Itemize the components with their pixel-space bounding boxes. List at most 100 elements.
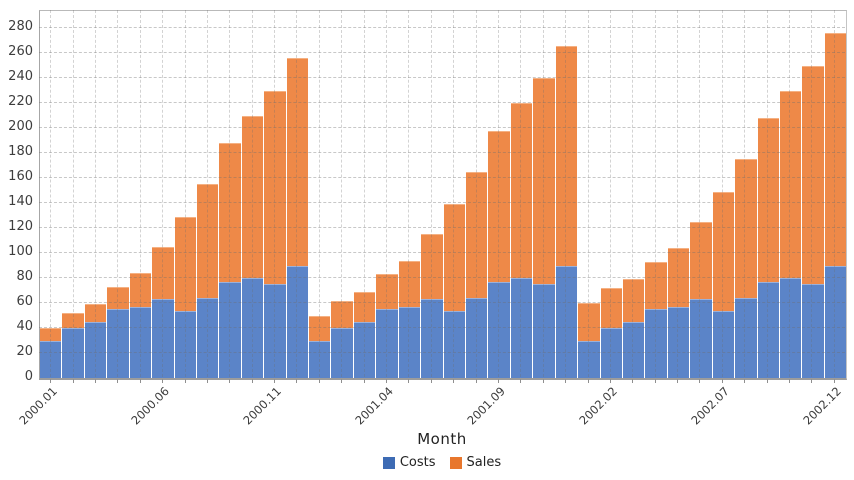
sales-bar-segment[interactable] [555, 45, 578, 266]
v-gridline [542, 10, 544, 377]
costs-bar-segment[interactable] [421, 299, 443, 378]
sales-bar-segment[interactable] [196, 184, 219, 298]
costs-bar-segment[interactable] [555, 265, 578, 378]
v-gridline [206, 10, 208, 377]
costs-bar-segment[interactable] [802, 284, 824, 378]
x-axis-tick [318, 379, 320, 383]
bar-column-2000.11 [263, 11, 286, 378]
sales-bar-segment[interactable] [488, 130, 510, 282]
sales-bar-segment[interactable] [40, 328, 62, 341]
sales-bar-segment[interactable] [533, 78, 555, 285]
sales-bar-segment[interactable] [443, 204, 466, 311]
sales-bar-segment[interactable] [152, 246, 174, 300]
sales-bar-segment[interactable] [600, 288, 622, 328]
sales-bar-segment[interactable] [107, 286, 129, 310]
sales-bar-segment[interactable] [62, 313, 84, 328]
sales-bar-segment[interactable] [376, 274, 398, 310]
costs-bar-segment[interactable] [645, 309, 667, 378]
costs-bar-segment[interactable] [129, 306, 152, 378]
sales-bar-segment[interactable] [510, 103, 533, 278]
legend-swatch-sales [449, 456, 462, 469]
sales-bar-segment[interactable] [578, 303, 600, 341]
legend-swatch-costs [382, 456, 395, 469]
x-axis-tick [789, 379, 791, 383]
sales-bar-segment[interactable] [331, 300, 353, 328]
costs-bar-segment[interactable] [62, 328, 84, 378]
sales-bar-segment[interactable] [421, 234, 443, 300]
costs-bar-segment[interactable] [824, 265, 847, 378]
sales-bar-segment[interactable] [309, 315, 331, 341]
costs-bar-segment[interactable] [466, 298, 488, 378]
v-gridline [386, 10, 388, 377]
sales-bar-segment[interactable] [779, 90, 802, 278]
bar-column-2000.05 [128, 11, 152, 378]
costs-bar-segment[interactable] [578, 340, 600, 378]
costs-bar-segment[interactable] [219, 281, 241, 378]
costs-bar-segment[interactable] [712, 310, 735, 378]
costs-bar-segment[interactable] [40, 340, 62, 378]
sales-bar-segment[interactable] [129, 273, 152, 307]
sales-bar-segment[interactable] [398, 260, 421, 307]
sales-bar-segment[interactable] [757, 118, 779, 282]
sales-bar-segment[interactable] [286, 58, 309, 266]
costs-bar-segment[interactable] [107, 309, 129, 378]
y-axis-label-200: 200 [8, 119, 33, 134]
costs-bar-segment[interactable] [241, 278, 264, 378]
costs-bar-segment[interactable] [152, 299, 174, 378]
costs-bar-segment[interactable] [533, 284, 555, 378]
bar-column-2002.09 [756, 11, 779, 378]
v-gridline [609, 10, 611, 377]
costs-bar-segment[interactable] [779, 278, 802, 378]
sales-bar-segment[interactable] [824, 33, 847, 266]
bar-column-2000.06 [151, 11, 174, 378]
x-axis-tick [408, 379, 410, 383]
costs-bar-segment[interactable] [510, 278, 533, 378]
x-axis-tick [72, 379, 74, 383]
costs-bar-segment[interactable] [398, 306, 421, 378]
costs-bar-segment[interactable] [331, 328, 353, 378]
sales-bar-segment[interactable] [667, 248, 690, 307]
costs-bar-segment[interactable] [443, 310, 466, 378]
costs-bar-segment[interactable] [622, 321, 645, 378]
v-gridline [520, 10, 522, 377]
costs-bar-segment[interactable] [757, 281, 779, 378]
costs-bar-segment[interactable] [600, 328, 622, 378]
costs-bar-segment[interactable] [488, 281, 510, 378]
legend-item-costs[interactable]: Costs [382, 455, 436, 470]
v-gridline [229, 10, 231, 377]
v-gridline [94, 10, 96, 377]
x-axis-tick [274, 379, 276, 383]
h-gridline-220 [39, 102, 845, 103]
sales-bar-segment[interactable] [264, 90, 286, 285]
sales-bar-segment[interactable] [174, 216, 196, 311]
sales-bar-segment[interactable] [622, 279, 645, 322]
v-gridline [453, 10, 455, 377]
costs-bar-segment[interactable] [667, 306, 690, 378]
costs-bar-segment[interactable] [690, 299, 712, 378]
costs-bar-segment[interactable] [309, 340, 331, 378]
legend-item-sales[interactable]: Sales [449, 455, 501, 470]
sales-bar-segment[interactable] [241, 115, 264, 278]
costs-bar-segment[interactable] [353, 321, 376, 378]
sales-bar-segment[interactable] [645, 261, 667, 310]
bar-column-2000.01 [40, 11, 62, 378]
costs-bar-segment[interactable] [264, 284, 286, 378]
bar-column-2001.03 [352, 11, 376, 378]
costs-bar-segment[interactable] [196, 298, 219, 378]
sales-bar-segment[interactable] [802, 65, 824, 285]
sales-bar-segment[interactable] [712, 191, 735, 311]
sales-bar-segment[interactable] [84, 304, 107, 322]
costs-bar-segment[interactable] [735, 298, 757, 378]
sales-bar-segment[interactable] [466, 171, 488, 298]
sales-bar-segment[interactable] [690, 221, 712, 300]
costs-bar-segment[interactable] [376, 309, 398, 378]
sales-bar-segment[interactable] [219, 143, 241, 282]
x-axis-tick [744, 379, 746, 383]
sales-bar-segment[interactable] [735, 159, 757, 298]
v-gridline [587, 10, 589, 377]
x-axis-tick [587, 379, 589, 383]
costs-bar-segment[interactable] [286, 265, 309, 378]
costs-bar-segment[interactable] [84, 321, 107, 378]
sales-bar-segment[interactable] [353, 291, 376, 322]
costs-bar-segment[interactable] [174, 310, 196, 378]
